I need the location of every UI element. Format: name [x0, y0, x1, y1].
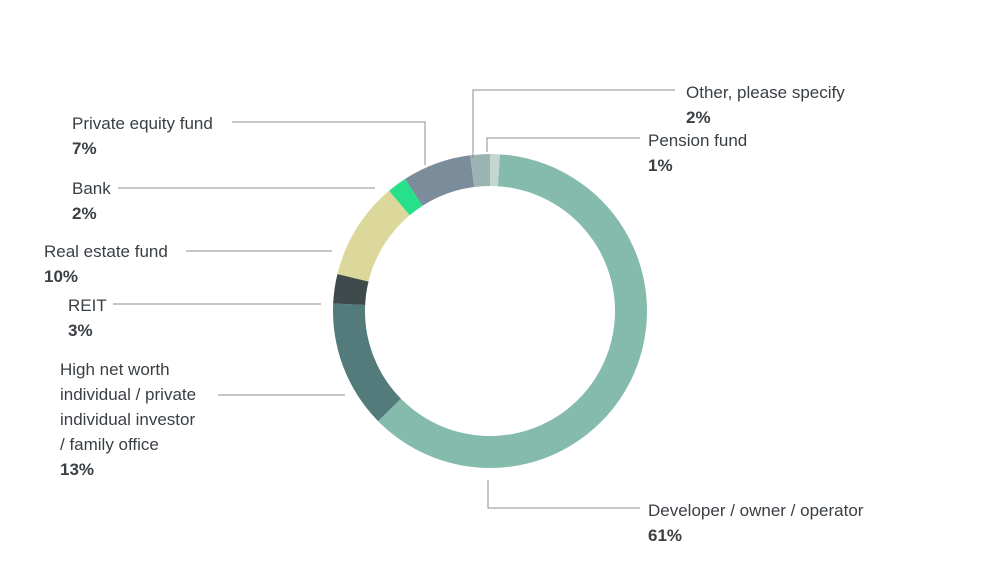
label-private-equity: Private equity fund 7% [72, 111, 213, 161]
leader-line-pension [486, 137, 640, 152]
label-real-estate: Real estate fund 10% [44, 239, 168, 289]
leader-lines-group [113, 89, 675, 509]
label-private-equity-value: 7% [72, 139, 97, 158]
slices-group [332, 154, 648, 468]
slice-private-equity-fund [405, 155, 475, 206]
slice-high-net-worth-individual-private-individual-investor-family-office [332, 303, 401, 422]
slice-other-please-specify [470, 154, 490, 188]
label-developer-name: Developer / owner / operator [648, 501, 864, 520]
label-bank-name: Bank [72, 179, 111, 198]
slice-bank [389, 178, 423, 216]
label-real-estate-value: 10% [44, 267, 79, 286]
label-pension: Pension fund 1% [648, 128, 747, 178]
label-bank: Bank 2% [72, 176, 111, 226]
label-hnw-line-2: individual / private [60, 385, 197, 404]
label-hnw-line-1: High net worth [60, 360, 170, 379]
label-reit: REIT 3% [68, 293, 107, 343]
label-hnw: High net worth individual / private indi… [60, 357, 196, 482]
label-real-estate-name: Real estate fund [44, 242, 168, 261]
leader-line-developer [487, 480, 640, 509]
label-bank-value: 2% [72, 204, 97, 223]
label-reit-name: REIT [68, 296, 107, 315]
slice-real-estate-fund [337, 190, 410, 282]
label-other-name: Other, please specify [686, 83, 845, 102]
slice-developer-owner-operator [378, 154, 648, 468]
label-pension-value: 1% [648, 156, 673, 175]
label-reit-value: 3% [68, 321, 93, 340]
slice-pension-fund [490, 154, 500, 187]
label-developer-value: 61% [648, 526, 683, 545]
label-pension-name: Pension fund [648, 131, 748, 150]
label-hnw-line-3: individual investor [60, 410, 196, 429]
leader-line-other [472, 89, 675, 158]
leader-line-private-equity [232, 121, 426, 165]
label-developer: Developer / owner / operator 61% [648, 498, 863, 548]
label-private-equity-name: Private equity fund [72, 114, 213, 133]
label-hnw-line-4: / family office [60, 435, 159, 454]
label-other: Other, please specify 2% [686, 80, 845, 130]
slice-reit [333, 273, 369, 306]
label-hnw-value: 13% [60, 460, 95, 479]
label-other-value: 2% [686, 108, 711, 127]
